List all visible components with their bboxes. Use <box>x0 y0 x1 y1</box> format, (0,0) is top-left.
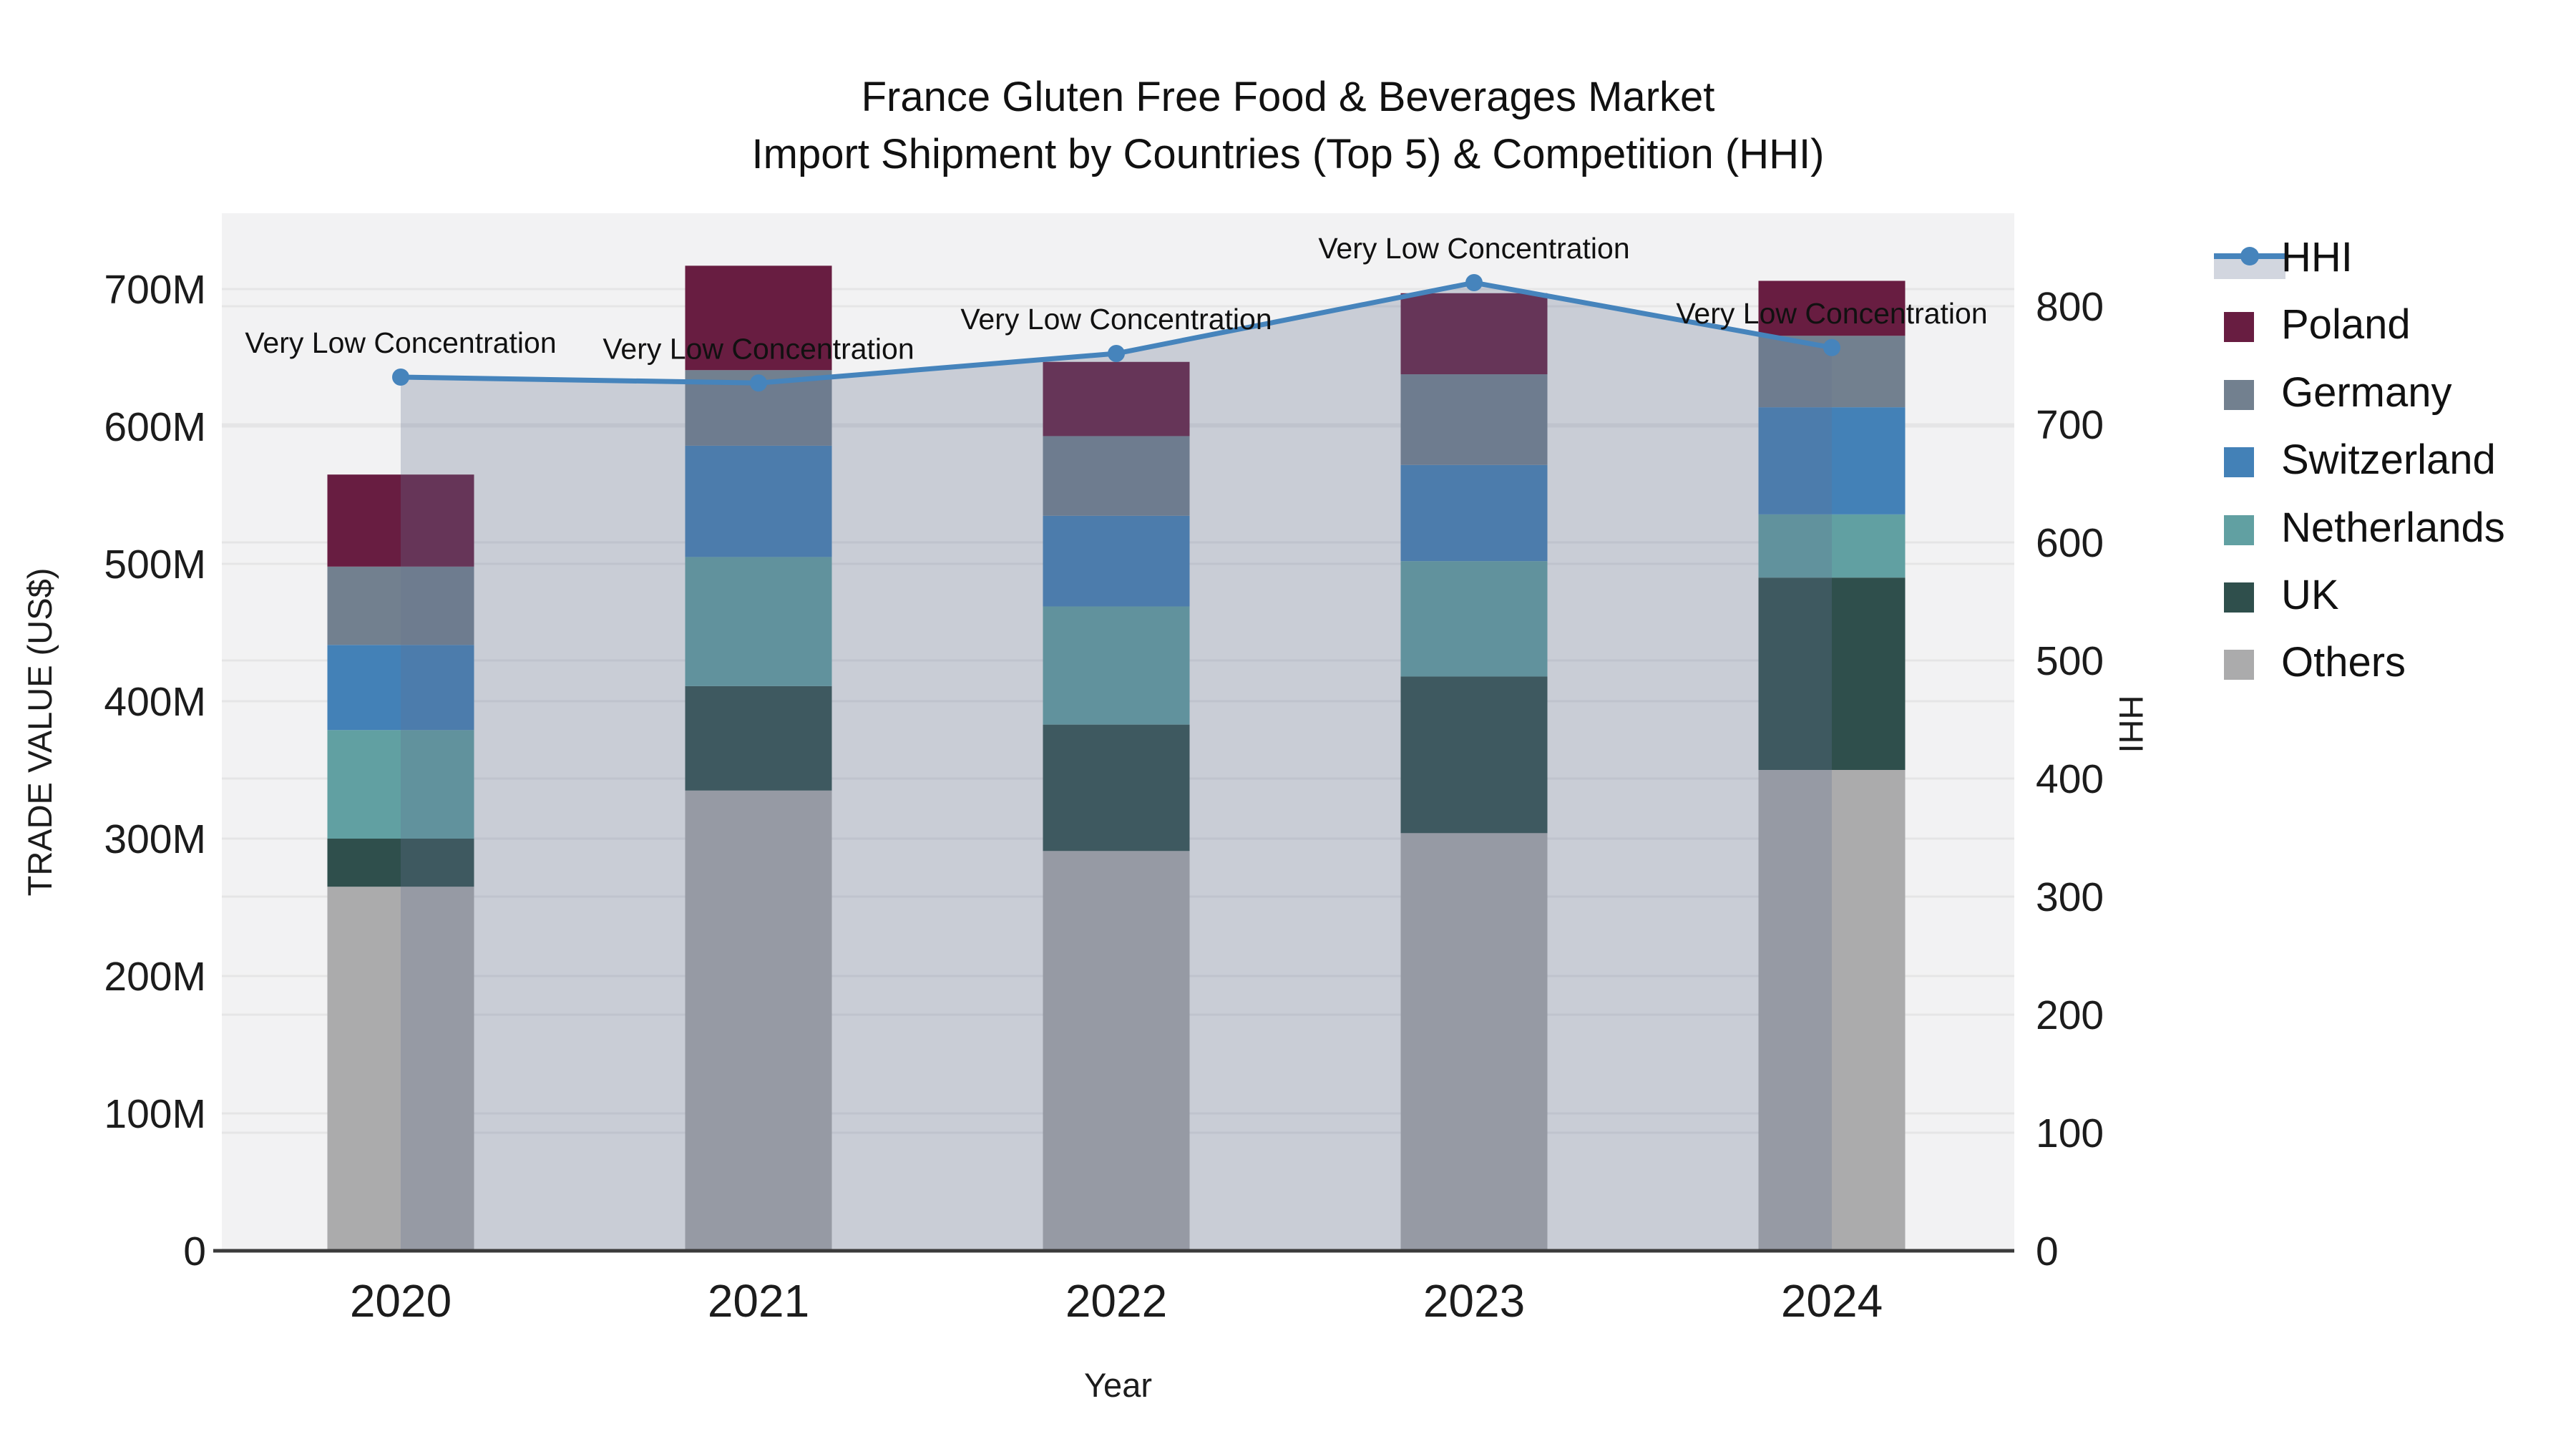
bar-segment-2023-germany[interactable] <box>1400 374 1548 465</box>
legend-item-switzerland[interactable]: Switzerland <box>2224 436 2496 483</box>
y-left-tick-400M: 400M <box>104 679 206 725</box>
bar-segment-2023-switzerland[interactable] <box>1400 464 1548 562</box>
bar-segment-2022-others[interactable] <box>1043 851 1190 1251</box>
y-right-tick-0: 0 <box>2036 1229 2059 1274</box>
bar-segment-2020-netherlands[interactable] <box>327 730 474 839</box>
y-right-tick-300: 300 <box>2036 874 2104 920</box>
legend-hhi-marker-swatch <box>2240 247 2259 265</box>
chart-title-line1: France Gluten Free Food & Beverages Mark… <box>861 74 1715 120</box>
bar-segment-2024-switzerland[interactable] <box>1758 407 1906 514</box>
bar-segment-2020-germany[interactable] <box>327 566 474 645</box>
y-right-tick-400: 400 <box>2036 756 2104 802</box>
bar-segment-2022-netherlands[interactable] <box>1043 606 1190 725</box>
legend-swatch-uk <box>2224 582 2254 613</box>
bar-segment-2020-uk[interactable] <box>327 839 474 887</box>
y-right-tick-800: 800 <box>2036 284 2104 330</box>
y-left-tick-700M: 700M <box>104 267 206 313</box>
bar-segment-2023-netherlands[interactable] <box>1400 561 1548 677</box>
annotation-2020: Very Low Concentration <box>245 326 556 359</box>
bar-segment-2021-netherlands[interactable] <box>685 557 832 686</box>
bar-segment-2022-uk[interactable] <box>1043 724 1190 852</box>
bar-segment-2023-poland[interactable] <box>1400 293 1548 375</box>
y-left-tick-500M: 500M <box>104 542 206 587</box>
bar-segment-2021-poland[interactable] <box>685 265 832 371</box>
chart-title-line2: Import Shipment by Countries (Top 5) & C… <box>751 131 1825 177</box>
x-tick-2022: 2022 <box>1065 1275 1167 1327</box>
bar-segment-2021-others[interactable] <box>685 790 832 1251</box>
hhi-point-2020[interactable] <box>392 369 409 386</box>
legend-swatch-poland <box>2224 312 2254 342</box>
legend-label-others: Others <box>2281 639 2406 686</box>
y-left-tick-200M: 200M <box>104 954 206 1000</box>
x-tick-2024: 2024 <box>1781 1275 1883 1327</box>
y-right-tick-700: 700 <box>2036 402 2104 448</box>
chart-title: France Gluten Free Food & Beverages Mark… <box>0 69 2576 183</box>
hhi-point-2024[interactable] <box>1823 338 1840 356</box>
legend-item-others[interactable]: Others <box>2224 639 2406 686</box>
bar-segment-2024-netherlands[interactable] <box>1758 514 1906 578</box>
annotation-2022: Very Low Concentration <box>960 303 1272 336</box>
y-right-tick-600: 600 <box>2036 520 2104 566</box>
bar-segment-2024-others[interactable] <box>1758 770 1906 1251</box>
y-left-tick-100M: 100M <box>104 1091 206 1137</box>
legend-item-poland[interactable]: Poland <box>2224 301 2411 348</box>
bar-segment-2023-uk[interactable] <box>1400 676 1548 834</box>
annotation-2024: Very Low Concentration <box>1676 297 1987 330</box>
legend-swatch-switzerland <box>2224 447 2254 477</box>
x-tick-2020: 2020 <box>350 1275 452 1327</box>
x-tick-2021: 2021 <box>708 1275 809 1327</box>
bar-segment-2020-poland[interactable] <box>327 474 474 567</box>
legend-label-germany: Germany <box>2281 369 2452 416</box>
bar-segment-2024-uk[interactable] <box>1758 577 1906 770</box>
legend-item-hhi[interactable]: HHI <box>2214 234 2353 280</box>
bar-segment-2020-switzerland[interactable] <box>327 645 474 731</box>
y-left-axis-title: TRADE VALUE (US$) <box>21 568 59 897</box>
bar-segment-2020-others[interactable] <box>327 887 474 1251</box>
legend-label-poland: Poland <box>2281 301 2411 348</box>
y-left-tick-300M: 300M <box>104 816 206 862</box>
legend-label-hhi: HHI <box>2281 234 2353 280</box>
x-axis-title: Year <box>1084 1366 1152 1404</box>
annotation-2021: Very Low Concentration <box>602 332 914 365</box>
legend-item-uk[interactable]: UK <box>2224 572 2339 618</box>
annotation-2023: Very Low Concentration <box>1318 232 1629 265</box>
y-right-axis-title: HHI <box>2112 696 2150 753</box>
bar-segment-2021-uk[interactable] <box>685 686 832 791</box>
hhi-point-2023[interactable] <box>1465 274 1483 291</box>
y-left-tick-0: 0 <box>183 1229 206 1274</box>
bar-segment-2024-poland[interactable] <box>1758 280 1906 336</box>
y-right-tick-100: 100 <box>2036 1111 2104 1156</box>
y-left-tick-600M: 600M <box>104 404 206 450</box>
legend-label-uk: UK <box>2281 572 2339 618</box>
hhi-point-2021[interactable] <box>750 374 767 392</box>
legend-swatch-germany <box>2224 380 2254 410</box>
hhi-area-fill <box>401 283 1832 1251</box>
hhi-point-2022[interactable] <box>1108 345 1125 362</box>
legend-item-netherlands[interactable]: Netherlands <box>2224 504 2505 551</box>
legend-swatch-netherlands <box>2224 515 2254 545</box>
legend-label-netherlands: Netherlands <box>2281 504 2505 551</box>
x-tick-2023: 2023 <box>1423 1275 1525 1327</box>
bar-segment-2021-switzerland[interactable] <box>685 445 832 557</box>
bar-segment-2023-others[interactable] <box>1400 833 1548 1251</box>
bar-segment-2022-switzerland[interactable] <box>1043 515 1190 607</box>
legend-item-germany[interactable]: Germany <box>2224 369 2452 416</box>
bar-segment-2022-poland[interactable] <box>1043 361 1190 436</box>
legend-swatch-others <box>2224 650 2254 680</box>
y-right-tick-500: 500 <box>2036 638 2104 684</box>
bar-segment-2022-germany[interactable] <box>1043 436 1190 516</box>
legend-label-switzerland: Switzerland <box>2281 436 2496 483</box>
y-right-tick-200: 200 <box>2036 992 2104 1038</box>
